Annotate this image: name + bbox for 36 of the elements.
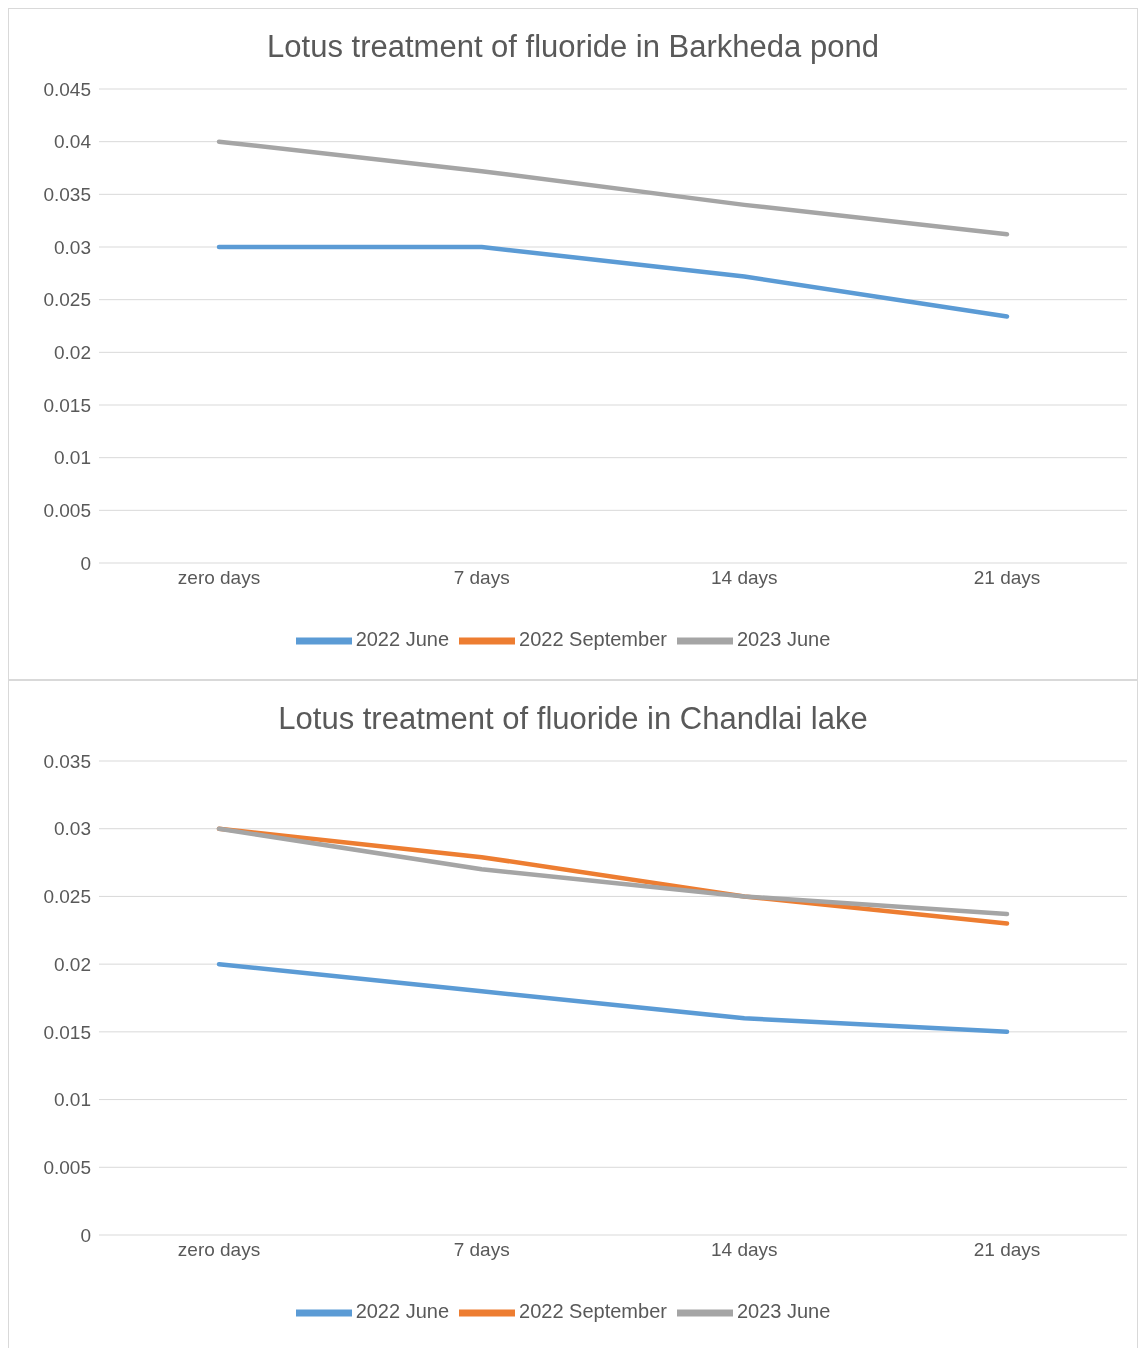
- y-tick-label: 0.025: [43, 289, 91, 311]
- x-tick-label: 14 days: [711, 1239, 778, 1261]
- line-series: [216, 139, 1010, 237]
- y-tick-label: 0.015: [43, 1021, 91, 1043]
- y-tick-label: 0.03: [54, 236, 91, 258]
- legend-label: 2022 June: [355, 1300, 450, 1323]
- x-tick-label: 21 days: [973, 1239, 1041, 1261]
- y-tick-label: 0.01: [54, 1089, 91, 1111]
- x-tick-label: 21 days: [973, 567, 1041, 589]
- legend-label: 2023 June: [736, 1300, 831, 1323]
- y-tick-label: 0.02: [54, 342, 91, 364]
- x-tick-label: 7 days: [453, 1239, 510, 1261]
- y-tick-label: 0.035: [43, 750, 91, 772]
- line-series: [216, 961, 1010, 1035]
- y-tick-label: 0.015: [43, 394, 91, 416]
- y-tick-label: 0.01: [54, 447, 91, 469]
- y-tick-label: 0: [80, 1224, 91, 1246]
- chart-title: Lotus treatment of fluoride in Barkheda pond: [266, 28, 880, 66]
- y-tick-label: 0.025: [43, 886, 91, 908]
- y-tick-label: 0.005: [43, 500, 91, 522]
- x-tick-label: 14 days: [711, 567, 778, 589]
- chart-title: Lotus treatment of fluoride in Chandlai lake: [277, 700, 869, 738]
- y-tick-label: 0: [80, 552, 91, 574]
- legend-label: 2022 June: [355, 628, 450, 651]
- y-tick-label: 0.045: [43, 78, 91, 100]
- x-tick-label: zero days: [177, 567, 261, 589]
- x-tick-label: 7 days: [453, 567, 510, 589]
- x-tick-label: zero days: [177, 1239, 261, 1261]
- y-tick-label: 0.03: [54, 818, 91, 840]
- y-tick-label: 0.02: [54, 953, 91, 975]
- legend-label: 2022 September: [519, 628, 667, 651]
- y-tick-label: 0.035: [43, 184, 91, 206]
- legend-label: 2023 June: [736, 628, 831, 651]
- y-tick-label: 0.04: [54, 131, 92, 153]
- y-tick-label: 0.005: [43, 1157, 91, 1179]
- legend-label: 2022 September: [519, 1300, 667, 1323]
